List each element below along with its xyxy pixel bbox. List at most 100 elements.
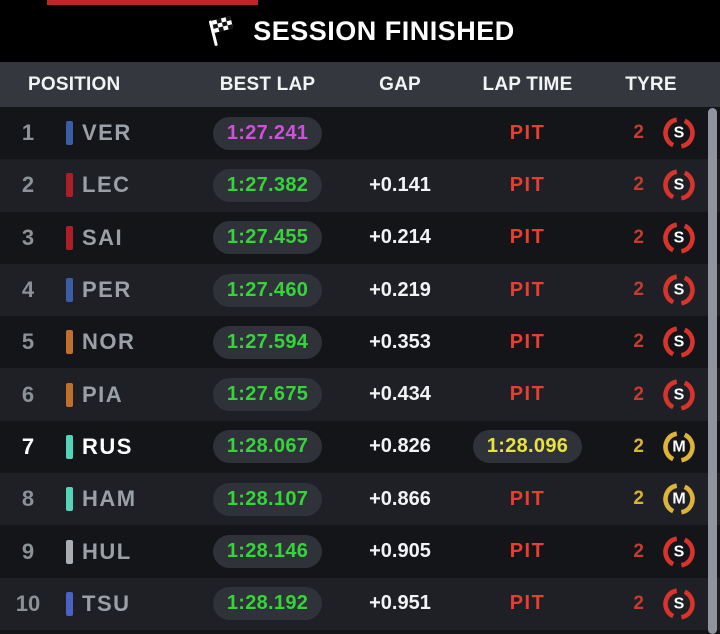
pit-indicator: PIT [509,487,546,510]
position-number: 6 [21,381,35,407]
tyre-compound-icon: M [663,483,695,516]
driver-code: SAI [82,224,124,250]
driver-row[interactable]: 7 RUS 1:28.067 +0.826 1:28.096 2 M [0,420,720,474]
tyre-compound-cell: S [656,115,720,151]
tyre-compound-cell: S [656,167,720,203]
column-header-lap-time: LAP TIME [482,73,573,95]
scrollbar-thumb[interactable] [708,108,717,634]
best-lap-cell: 1:28.146 [190,535,345,569]
driver-code: PER [82,277,132,303]
position-number: 7 [21,433,35,459]
tyre-stint-count: 2 [633,435,644,457]
driver-code: LEC [82,172,131,198]
tyre-stint-count: 2 [633,592,644,614]
driver-code: NOR [82,329,136,355]
timing-table: POSITION BEST LAP GAP LAP TIME TYRE 1 VE… [0,62,720,634]
best-lap-time: 1:27.675 [212,378,323,412]
team-color-bar [65,330,73,355]
best-lap-time: 1:28.192 [212,587,323,621]
team-color-bar [65,173,73,198]
team-color-bar [65,382,73,407]
checkered-flag-icon [209,16,234,46]
tyre-compound-icon: S [663,378,695,411]
gap-value: +0.214 [369,226,431,249]
svg-text:S: S [674,282,685,299]
gap-value: +0.141 [369,173,431,196]
position-number: 2 [21,172,35,198]
best-lap-cell: 1:27.382 [190,168,345,202]
driver-code: HAM [82,486,137,512]
lap-time-cell: PIT [455,279,600,302]
best-lap-time: 1:27.455 [212,221,323,255]
svg-text:S: S [674,543,685,560]
tyre-stint-count: 2 [633,383,644,405]
tyre-stint-count: 2 [633,331,644,353]
column-header-position: POSITION [28,73,121,95]
tyre-compound-cell: M [656,429,720,465]
driver-code: PIA [82,381,124,407]
tyre-stint-count: 2 [633,226,644,248]
lap-time-cell: PIT [455,226,600,249]
best-lap-cell: 1:27.594 [190,325,345,359]
driver-row[interactable]: 10 TSU 1:28.192 +0.951 PIT 2 S [0,577,720,630]
best-lap-cell: 1:27.675 [190,378,345,412]
tyre-compound-cell: S [656,534,720,570]
pit-indicator: PIT [509,226,546,249]
tyre-compound-icon: S [663,221,695,254]
pit-indicator: PIT [509,383,546,406]
driver-code: RUS [82,433,133,459]
team-color-bar [65,121,73,146]
timing-rows: 1 VER 1:27.241 PIT 2 S 2 LEC 1:27.382 +0… [0,107,720,634]
gap-value: +0.905 [369,540,431,563]
column-header-gap: GAP [379,73,421,95]
gap-value: +0.826 [369,435,431,458]
gap-value: +0.219 [369,278,431,301]
position-number: 5 [21,329,35,355]
gap-value: +0.951 [369,592,431,615]
team-color-bar [65,539,73,564]
gap-value: +0.434 [369,383,431,406]
tyre-compound-cell: S [656,220,720,256]
driver-row[interactable]: 1 VER 1:27.241 PIT 2 S [0,107,720,160]
best-lap-cell: 1:28.067 [190,430,345,464]
best-lap-time: 1:27.382 [212,168,323,202]
session-status-text: SESSION FINISHED [253,15,515,46]
tyre-stint-count: 2 [633,488,644,510]
tyre-compound-icon: M [663,431,695,463]
pit-indicator: PIT [509,278,546,301]
driver-row[interactable]: 6 PIA 1:27.675 +0.434 PIT 2 S [0,368,720,421]
top-red-strip [47,0,258,5]
driver-code: VER [82,120,132,146]
tyre-compound-cell: S [656,324,720,360]
pit-indicator: PIT [509,592,546,615]
best-lap-cell: 1:27.455 [190,221,345,255]
driver-row[interactable]: 3 SAI 1:27.455 +0.214 PIT 2 S [0,211,720,264]
driver-row[interactable]: 5 NOR 1:27.594 +0.353 PIT 2 S [0,316,720,369]
best-lap-time: 1:27.460 [212,273,323,307]
best-lap-cell: 1:28.192 [190,587,345,621]
driver-row[interactable]: 9 HUL 1:28.146 +0.905 PIT 2 S [0,525,720,578]
lap-time-cell: PIT [455,122,600,145]
tyre-stint-count: 2 [633,540,644,562]
lap-time-cell: PIT [455,540,600,563]
team-color-bar [65,225,73,250]
tyre-stint-count: 2 [633,279,644,301]
svg-text:S: S [674,177,685,194]
timing-table-header: POSITION BEST LAP GAP LAP TIME TYRE [0,62,720,107]
svg-text:S: S [674,125,685,142]
session-status-banner: SESSION FINISHED [0,0,720,62]
tyre-compound-icon: S [663,326,695,359]
tyre-compound-icon: S [663,117,695,149]
driver-row[interactable]: 2 LEC 1:27.382 +0.141 PIT 2 S [0,159,720,212]
lap-time-cell: PIT [455,383,600,406]
tyre-compound-cell: S [656,377,720,413]
pit-indicator: PIT [509,121,546,144]
gap-value: +0.353 [369,330,431,353]
driver-row[interactable]: 8 HAM 1:28.107 +0.866 PIT 2 M [0,473,720,526]
tyre-stint-count: 2 [633,122,644,144]
tyre-compound-cell: S [656,586,720,622]
driver-row[interactable]: 4 PER 1:27.460 +0.219 PIT 2 S [0,263,720,317]
team-color-bar [65,434,73,459]
tyre-compound-cell: M [656,481,720,517]
